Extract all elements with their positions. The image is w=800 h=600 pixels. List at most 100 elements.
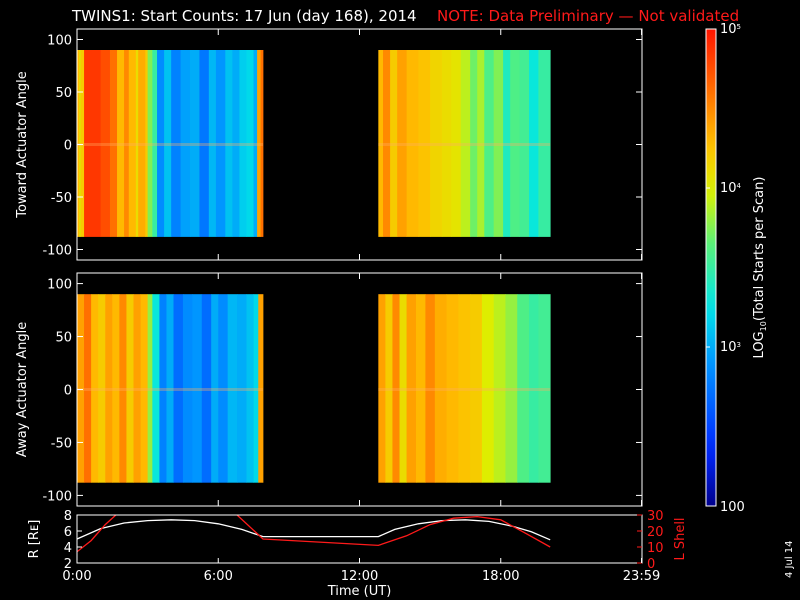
colorbar-strip — [705, 28, 717, 507]
y-tick-label: 100 — [47, 278, 72, 293]
heatmap-column — [481, 294, 495, 483]
heatmap-column — [378, 50, 384, 237]
plot-title: TWINS1: Start Counts: 17 Jun (day 168), … — [71, 7, 417, 25]
colorbar-tick-base: 10 — [720, 340, 737, 355]
heatmap-column — [79, 50, 81, 237]
heatmap-column — [503, 50, 511, 237]
y-axis-label: R [Rᴇ] — [27, 520, 42, 559]
heatmap-column — [529, 50, 539, 237]
heatmap-column — [192, 294, 203, 483]
colorbar-label-prefix: LOG — [752, 331, 767, 358]
heatmap-column — [529, 294, 539, 483]
x-tick-label: 12:00 — [341, 569, 378, 584]
heatmap-column — [159, 294, 167, 483]
heatmap-column — [418, 50, 431, 237]
heatmap-column — [84, 50, 101, 237]
heatmap-column — [109, 50, 118, 237]
heatmap-column — [190, 50, 200, 237]
heatmap-column — [505, 294, 518, 483]
heatmap-column — [397, 50, 407, 237]
heatmap-column — [246, 294, 254, 483]
heatmap-column — [182, 294, 193, 483]
heatmap-column — [112, 294, 120, 483]
heatmap-column — [246, 50, 254, 237]
heatmap-column — [399, 294, 407, 483]
y-axis-label: Away Actuator Angle — [15, 322, 30, 457]
side-date: 4 Jul 14 — [784, 540, 795, 578]
heatmap-column — [378, 294, 386, 483]
heatmap-column — [157, 50, 165, 237]
x-tick-label: 18:00 — [482, 569, 519, 584]
colorbar-label-sub: 10 — [759, 321, 768, 331]
y2-tick-label: 0 — [647, 557, 655, 572]
heatmap-column — [100, 50, 111, 237]
y-tick-label: -50 — [51, 436, 72, 451]
r-distance-line — [77, 519, 551, 541]
preliminary-note: NOTE: Data Preliminary — Not validated — [437, 7, 739, 25]
heatmap-segment-2 — [378, 294, 551, 483]
heatmap-column — [98, 294, 106, 483]
colorbar-tick-label: 100 — [720, 500, 745, 515]
heatmap-column — [119, 294, 127, 483]
y-tick-label: 100 — [47, 34, 72, 49]
heatmap-column — [493, 50, 504, 237]
y-tick-label: 4 — [64, 541, 72, 556]
heatmap-column — [145, 50, 149, 237]
heatmap-column — [77, 50, 80, 237]
heatmap-column — [164, 50, 172, 237]
heatmap-column — [493, 294, 506, 483]
heatmap-column — [470, 294, 483, 483]
heatmap-column — [140, 294, 149, 483]
y-tick-label: 0 — [64, 384, 72, 399]
heatmap-column — [451, 50, 462, 237]
colorbar-label-suffix: (Total Starts per Scan) — [752, 177, 767, 322]
heatmap-column — [215, 50, 226, 237]
heatmap-column — [211, 294, 219, 483]
heatmap-column — [392, 294, 400, 483]
heatmap-column — [470, 50, 478, 237]
heatmap-column — [390, 50, 398, 237]
y-tick-label: -50 — [51, 191, 72, 206]
heatmap-column — [227, 294, 238, 483]
heatmap-column — [430, 50, 443, 237]
y-axis-label: Toward Actuator Angle — [15, 71, 30, 218]
heatmap-column — [257, 50, 262, 237]
heatmap-column — [232, 50, 240, 237]
heatmap-column — [239, 50, 247, 237]
colorbar-tick-exponent: 3 — [737, 341, 741, 349]
heatmap-column — [171, 50, 181, 237]
heatmap-segment-2 — [378, 50, 551, 237]
heatmap-column — [385, 294, 393, 483]
heatmap-column — [152, 50, 158, 237]
heatmap-column — [510, 50, 520, 237]
zero-angle-stripe — [378, 143, 551, 146]
y-tick-label: -100 — [42, 489, 72, 504]
colorbar-tick-label: 103 — [720, 340, 741, 355]
heatmap-column — [225, 50, 233, 237]
heatmap-column — [458, 294, 471, 483]
colorbar-tick-base: 10 — [720, 22, 737, 37]
heatmap-column — [208, 50, 217, 237]
heatmap-column — [166, 294, 174, 483]
heatmap-column — [460, 50, 471, 237]
heatmap-column — [201, 294, 212, 483]
heatmap-column — [180, 50, 191, 237]
heatmap-column — [434, 294, 448, 483]
heatmap-column — [126, 294, 134, 483]
y-tick-label: 0 — [64, 139, 72, 154]
heatmap-column — [519, 50, 530, 237]
y2-axis-label: L Shell — [673, 517, 688, 560]
y2-tick-label: 30 — [647, 509, 664, 524]
zero-angle-stripe — [77, 388, 263, 391]
y-tick-label: 6 — [64, 525, 72, 540]
heatmap-column — [416, 294, 426, 483]
heatmap-column — [484, 50, 495, 237]
heatmap-column — [253, 50, 258, 237]
zero-angle-stripe — [378, 388, 551, 391]
heatmap-column — [199, 50, 210, 237]
x-axis-label: Time (UT) — [327, 584, 392, 599]
heatmap-column — [147, 50, 153, 237]
